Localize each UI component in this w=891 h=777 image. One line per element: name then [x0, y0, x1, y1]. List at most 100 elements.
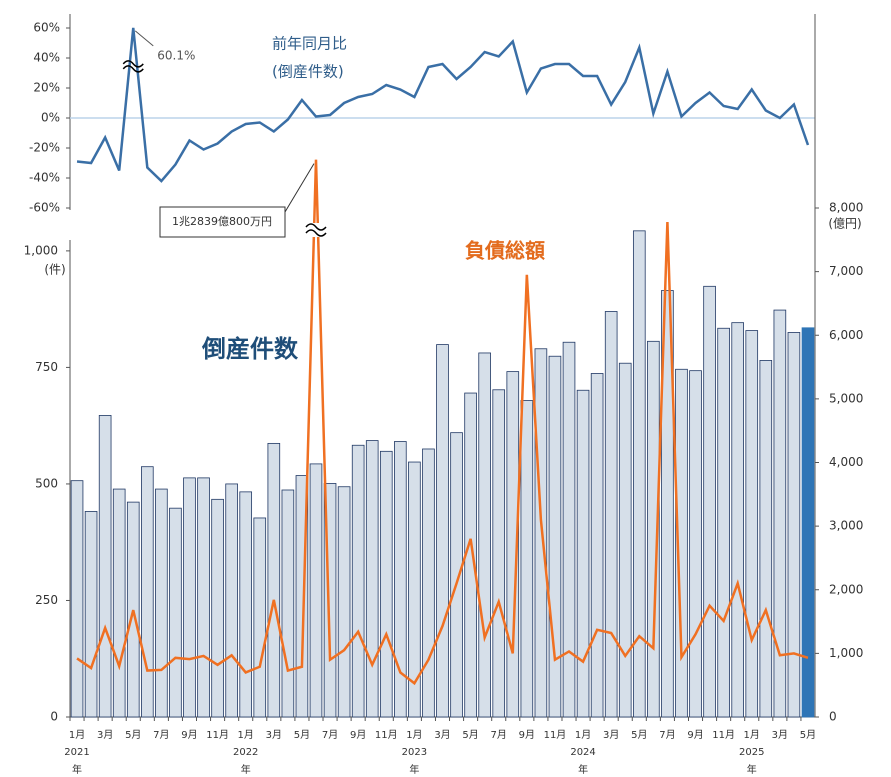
bar [703, 285, 716, 718]
value-label: 60.1% [157, 48, 195, 62]
x-tick-label: 3月 [97, 729, 113, 741]
bar [548, 355, 562, 718]
bar [759, 360, 773, 718]
year-suffix: 年 [747, 763, 757, 776]
bar [379, 450, 393, 718]
y-tick-label: -60% [29, 201, 60, 215]
y2-tick-label: 0 [829, 710, 837, 724]
bar [689, 370, 702, 718]
debt-label: 負債総額 [465, 239, 545, 263]
year-label: 2025 [739, 747, 764, 758]
bar [394, 441, 407, 718]
year-suffix: 年 [241, 763, 251, 776]
bar [632, 230, 646, 718]
bar [84, 511, 98, 718]
x-tick-label: 11月 [206, 729, 229, 741]
bar [169, 507, 182, 718]
bar [267, 442, 281, 718]
y-tick-label: 60% [33, 21, 60, 35]
year-suffix: 年 [409, 763, 419, 776]
y2-tick-label: 5,000 [829, 391, 863, 405]
bar [225, 483, 238, 718]
bar [745, 330, 759, 718]
bar [590, 373, 604, 718]
year-label: 2023 [402, 747, 427, 758]
bar [98, 415, 112, 718]
bar [253, 517, 267, 718]
x-tick-label: 9月 [519, 729, 535, 741]
bar [604, 311, 618, 718]
x-tick-label: 1月 [744, 729, 760, 741]
x-tick-label: 3月 [266, 729, 282, 741]
x-tick-label: 7月 [491, 729, 507, 741]
bar [351, 444, 365, 718]
x-tick-label: 9月 [350, 729, 366, 741]
bar [534, 348, 548, 718]
bar [422, 448, 435, 718]
y2-unit: (億円) [828, 217, 861, 231]
year-label: 2022 [233, 747, 258, 758]
bar [126, 501, 140, 718]
x-tick-label: 1月 [69, 729, 85, 741]
bar [731, 322, 744, 718]
x-tick-label: 1月 [575, 729, 591, 741]
x-tick-label: 7月 [153, 729, 169, 741]
x-tick-label: 3月 [603, 729, 619, 741]
y2-tick-label: 7,000 [829, 264, 863, 278]
x-tick-label: 1月 [406, 729, 422, 741]
bar [337, 486, 351, 718]
y-tick-label: 250 [35, 593, 58, 607]
y2-tick-label: 1,000 [829, 646, 863, 660]
debt-line [76, 159, 809, 686]
x-tick-label: 1月 [238, 729, 254, 741]
x-tick-label: 5月 [631, 729, 647, 741]
y-unit: (件) [44, 263, 65, 277]
y-tick-label: 500 [35, 476, 58, 490]
x-tick-label: 11月 [544, 729, 567, 741]
x-tick-label: 3月 [434, 729, 450, 741]
y2-tick-label: 8,000 [829, 201, 863, 215]
bar [197, 477, 210, 718]
bar [450, 432, 463, 718]
y2-tick-label: 4,000 [829, 455, 863, 469]
label-box [159, 206, 286, 238]
bar [365, 440, 379, 718]
bar [618, 362, 632, 718]
bar [506, 371, 520, 718]
bar [239, 491, 253, 718]
y-tick-label: 750 [35, 360, 58, 374]
x-tick-label: 5月 [125, 729, 141, 741]
x-tick-label: 5月 [800, 729, 816, 741]
break-mark [305, 223, 327, 237]
y-tick-label: -20% [29, 141, 60, 155]
bar [801, 327, 815, 718]
bar [478, 352, 491, 718]
yoy-title: 前年同月比 [272, 35, 347, 53]
bar [773, 309, 787, 718]
leader [284, 163, 315, 213]
y-tick-label: 20% [33, 81, 60, 95]
x-tick-label: 9月 [181, 729, 197, 741]
bar [408, 461, 421, 718]
bar [576, 389, 590, 718]
yoy-line [76, 27, 810, 183]
bar [492, 389, 506, 718]
bar [155, 488, 168, 718]
bar [436, 344, 449, 718]
bar [787, 332, 801, 718]
count-label: 倒産件数 [201, 335, 299, 363]
y2-tick-label: 2,000 [829, 582, 863, 596]
bar [281, 489, 295, 718]
year-label: 2024 [570, 747, 595, 758]
bar [647, 340, 660, 718]
y-tick-label: 40% [33, 51, 60, 65]
x-tick-label: 5月 [462, 729, 478, 741]
bar [70, 480, 84, 718]
bar [112, 488, 126, 718]
bar [183, 477, 196, 718]
x-tick-label: 7月 [322, 729, 338, 741]
leader [134, 30, 154, 47]
year-label: 2021 [64, 747, 89, 758]
value-label: 1兆2839億800万円 [172, 215, 272, 228]
year-suffix: 年 [72, 763, 82, 776]
